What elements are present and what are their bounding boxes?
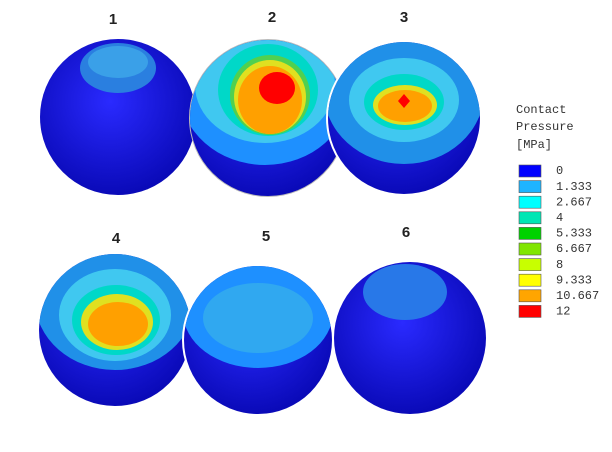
legend-swatch	[518, 227, 542, 240]
panel-label: 1	[109, 11, 117, 28]
legend-swatch	[518, 180, 542, 193]
legend-label: 10.667	[556, 289, 599, 303]
legend-label: 5.333	[556, 227, 592, 241]
legend-label: 2.667	[556, 195, 592, 209]
sphere-2	[189, 39, 347, 197]
legend-swatch	[518, 273, 542, 287]
legend-label: 4	[556, 211, 563, 225]
legend-swatch	[518, 305, 542, 318]
legend-label: 9.333	[556, 273, 592, 287]
legend-label: 12	[556, 305, 570, 319]
legend-title: Contact	[516, 103, 566, 117]
sphere-6	[332, 260, 488, 416]
sphere-5	[182, 264, 334, 416]
legend-label: 0	[556, 164, 563, 178]
panel-label: 6	[402, 224, 410, 241]
panel-label: 5	[262, 228, 270, 245]
legend-title: [MPa]	[516, 138, 552, 152]
legend-label: 1.333	[556, 180, 592, 194]
legend-swatch	[518, 258, 542, 271]
legend-swatch	[518, 164, 542, 178]
legend-swatch	[518, 242, 542, 256]
legend-swatch	[518, 289, 542, 303]
legend-title: Pressure	[516, 120, 574, 134]
panel-label: 4	[112, 230, 121, 247]
panel-label: 2	[268, 9, 276, 26]
legend-swatch	[518, 211, 542, 225]
sphere-1	[40, 39, 196, 195]
sphere-4	[39, 254, 191, 406]
legend-label: 8	[556, 258, 563, 272]
legend-label: 6.667	[556, 242, 592, 256]
legend-swatch	[518, 195, 542, 209]
sphere-3	[326, 40, 482, 196]
panel-label: 3	[400, 9, 408, 26]
